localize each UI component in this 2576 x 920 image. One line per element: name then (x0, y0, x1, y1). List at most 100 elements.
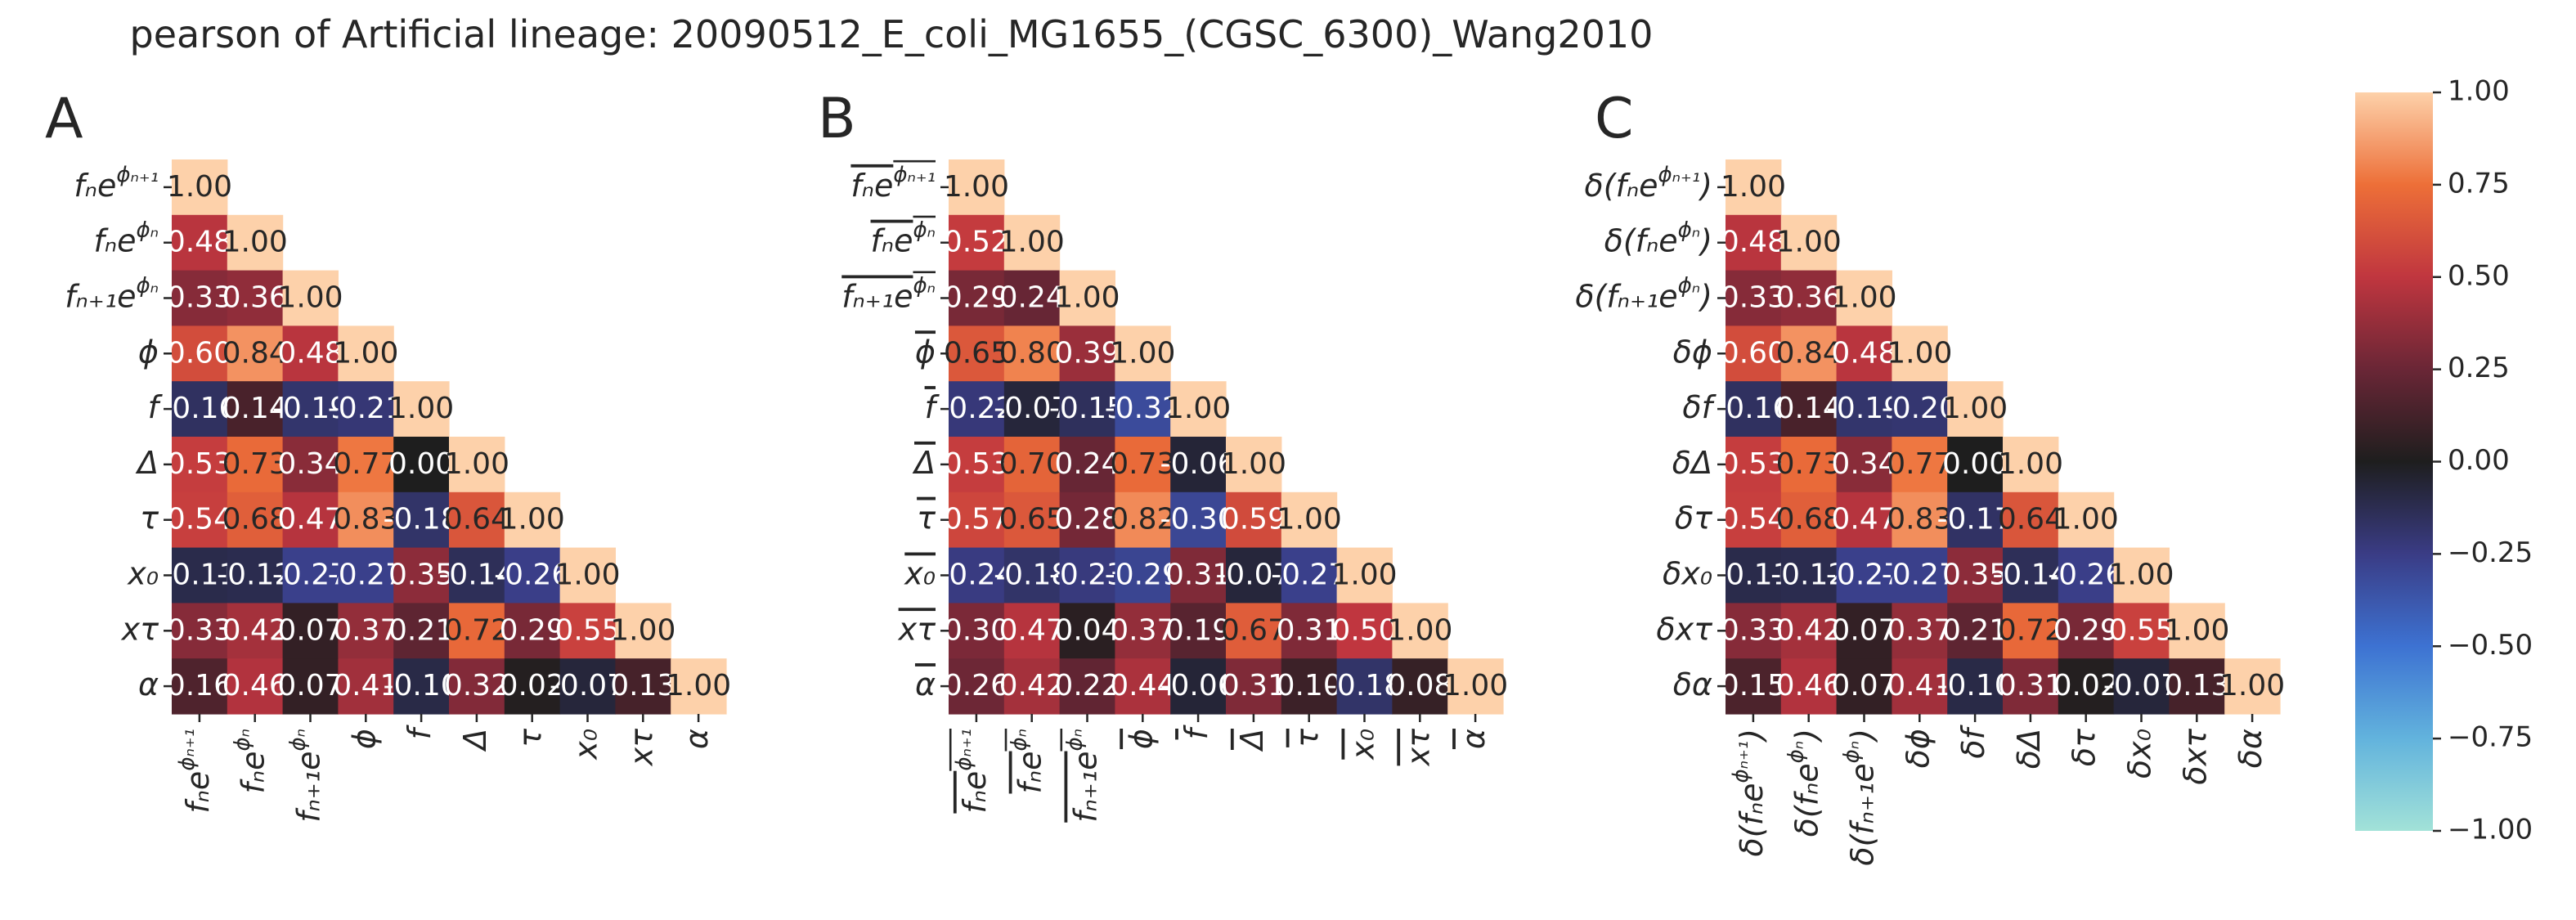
cell-value-label: 0.31 (1221, 669, 1286, 702)
cell-value-label: 1.00 (500, 503, 565, 536)
heatmap-cell (172, 381, 228, 438)
cell-value-label: 0.37 (1887, 613, 1952, 647)
cell-value-label: 1.00 (333, 336, 398, 370)
heatmap-cell (504, 491, 561, 549)
cell-value-label: 1.00 (1165, 392, 1231, 425)
heatmap-cell (559, 547, 616, 604)
x-tick-label: ϕ (1123, 729, 1159, 749)
heatmap-cell (2169, 603, 2225, 659)
cell-value-label: 0.60 (1721, 336, 1786, 370)
cell-value-label: -0.22 (938, 392, 1014, 425)
heatmap-cell (338, 437, 394, 493)
x-tick-label: Δ (1233, 729, 1269, 752)
heatmap-cell (1892, 491, 1948, 549)
heatmap-cell (1726, 270, 1782, 326)
heatmap-cell (393, 491, 450, 549)
cell-value-label: 1.00 (666, 669, 731, 702)
cell-value-label: -0.27 (1271, 559, 1347, 592)
heatmap-panel-b: B1.000.521.000.290.241.000.650.800.391.0… (818, 87, 1508, 823)
cell-value-label: 0.48 (1831, 336, 1896, 370)
cell-value-label: 0.13 (2164, 669, 2229, 702)
cell-value-label: 0.41 (1887, 669, 1952, 702)
cell-value-label: 0.33 (167, 281, 232, 315)
heatmap-cell (1947, 603, 2004, 659)
y-tick-label: δ(fₙ₊₁eϕₙ) (1575, 273, 1712, 314)
y-tick-label: δ(fₙeϕₙ) (1604, 218, 1712, 258)
x-tick-label: δ(fₙeϕₙ) (1784, 729, 1824, 837)
heatmap-cell (227, 325, 284, 382)
cell-value-label: 1.00 (1942, 392, 2008, 425)
heatmap-cell (1392, 603, 1448, 659)
heatmap-cell (227, 547, 284, 604)
cell-value-label: 0.37 (333, 613, 398, 647)
heatmap-cell (1170, 603, 1227, 659)
cell-value-label: 0.07 (1831, 613, 1896, 647)
heatmap-cell (1115, 658, 1171, 715)
heatmap-cell (338, 658, 394, 715)
heatmap-cell (1336, 658, 1393, 715)
heatmap-cell (615, 658, 671, 715)
cell-value-label: 0.73 (222, 447, 288, 481)
cell-value-label: 0.24 (1054, 447, 1120, 481)
cell-value-label: -0.07 (550, 669, 626, 702)
cell-value-label: 0.48 (1721, 226, 1786, 259)
cell-value-label: 0.83 (333, 503, 398, 536)
heatmap-cell (172, 325, 228, 382)
cell-value-label: -0.20 (1882, 392, 1958, 425)
heatmap-cell (949, 547, 1005, 604)
cell-value-label: 1.00 (999, 226, 1065, 259)
heatmap-cell (1170, 381, 1227, 438)
heatmap-cell (1780, 603, 1838, 659)
heatmap-cell (227, 270, 284, 326)
cell-value-label: 1.00 (167, 170, 232, 204)
x-tick-label: ϕ (346, 729, 382, 749)
heatmap-cell (282, 603, 339, 659)
cell-value-label: -0.27 (1826, 559, 1902, 592)
heatmap-cell (1170, 491, 1227, 549)
heatmap-cell (1170, 658, 1227, 715)
heatmap-cell (2003, 491, 2059, 549)
heatmap-cell (1836, 437, 1892, 493)
cell-value-label: 0.46 (1776, 669, 1842, 702)
heatmap-cell (2058, 603, 2115, 659)
heatmap-cell (1003, 658, 1061, 715)
cell-value-label: 0.33 (1721, 613, 1786, 647)
y-tick-label: δτ (1675, 500, 1713, 536)
y-tick-label: Δ (912, 444, 936, 480)
y-tick-label: fₙ₊₁eϕₙ (65, 273, 159, 314)
x-tick-label: x₀ (568, 729, 604, 761)
heatmap-cell (1726, 658, 1782, 715)
cell-value-label: 0.26 (944, 669, 1009, 702)
heatmap-cell (1780, 270, 1838, 326)
cell-value-label: -0.14 (438, 559, 514, 592)
cell-value-label: 0.02 (2053, 669, 2119, 702)
cell-value-label: -0.21 (328, 392, 404, 425)
cell-value-label: 0.30 (944, 613, 1009, 647)
heatmap-cell (1947, 547, 2004, 604)
heatmap-cell (949, 491, 1005, 549)
colorbar-tick-label: −0.75 (2448, 721, 2533, 754)
cell-value-label: 0.73 (1110, 447, 1175, 481)
heatmap-cell (1115, 547, 1171, 604)
heatmap-cell (1947, 491, 2004, 549)
x-tick-label: δ(fₙeϕₙ₊₁) (1728, 729, 1769, 857)
x-tick-label: fₙeϕₙ (1007, 729, 1048, 793)
cell-value-label: 0.32 (444, 669, 509, 702)
heatmap-cell (172, 658, 228, 715)
cell-value-label: 0.08 (1387, 669, 1452, 702)
heatmap-cell (1780, 491, 1838, 549)
cell-value-label: 0.37 (1110, 613, 1175, 647)
heatmap-cell (1170, 437, 1227, 493)
heatmap-cell (1780, 214, 1838, 272)
heatmap-cell (1947, 381, 2004, 438)
heatmap-cell (2003, 547, 2059, 604)
cell-value-label: -0.06 (1160, 447, 1236, 481)
heatmap-cell (449, 491, 505, 549)
x-tick-label: fₙeϕₙ₊₁ (174, 729, 215, 814)
cell-value-label: 0.47 (1831, 503, 1896, 536)
heatmap-cell (2058, 547, 2115, 604)
y-tick-label: Δ (135, 444, 159, 480)
y-tick-label: fₙeϕₙ (94, 218, 159, 258)
heatmap-cell (1003, 491, 1061, 549)
x-tick-label: xτ (623, 728, 659, 766)
